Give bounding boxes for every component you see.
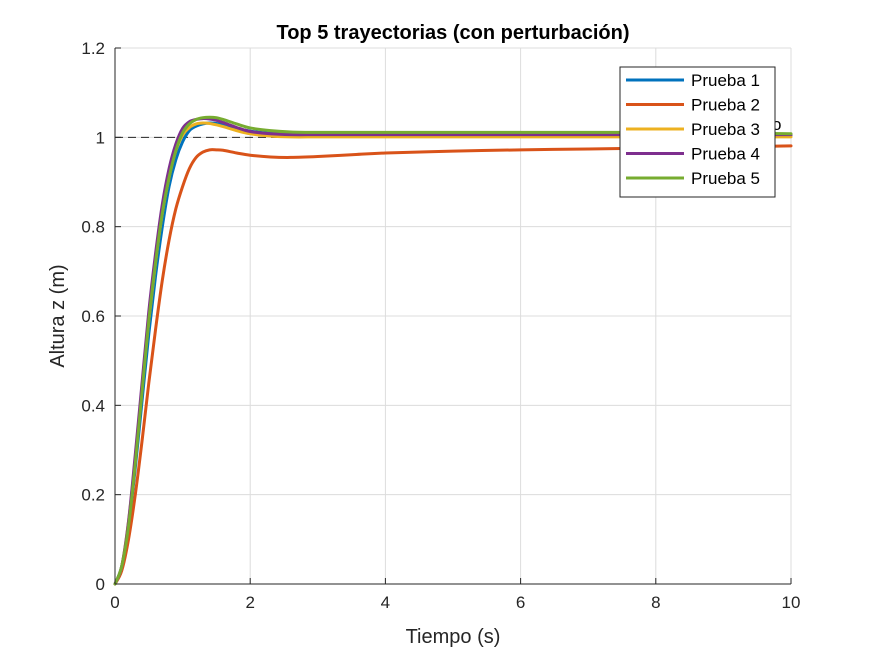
legend-label-prueba-4: Prueba 4 — [691, 145, 760, 164]
x-tick-label: 2 — [245, 593, 254, 612]
legend-label-prueba-2: Prueba 2 — [691, 96, 760, 115]
axes — [114, 47, 792, 585]
legend-label-prueba-3: Prueba 3 — [691, 120, 760, 139]
x-tick-labels: 0 2 4 6 8 10 — [110, 593, 800, 612]
x-tick-label: 4 — [381, 593, 390, 612]
x-tick-label: 10 — [782, 593, 801, 612]
series-line-prueba-2 — [113, 144, 793, 586]
y-tick-labels: 0 0.2 0.4 0.6 0.8 1 1.2 — [81, 39, 105, 594]
x-tick-label: 0 — [110, 593, 119, 612]
y-tick-label: 0 — [96, 575, 105, 594]
y-tick-label: 1.2 — [81, 39, 105, 58]
y-tick-label: 0.4 — [81, 396, 105, 415]
legend-overflow-text: o — [772, 115, 781, 134]
x-tick-label: 8 — [651, 593, 660, 612]
legend: Prueba 1 Prueba 2 Prueba 3 Prueba 4 Prueba 5 — [619, 66, 776, 198]
chart-title: Top 5 trayectorias (con perturbación) — [276, 22, 629, 44]
x-axis-label: Tiempo (s) — [406, 626, 501, 648]
legend-label-prueba-5: Prueba 5 — [691, 169, 760, 188]
y-tick-label: 0.6 — [81, 307, 105, 326]
y-tick-label: 0.2 — [81, 486, 105, 505]
legend-box — [619, 66, 776, 198]
series-line-prueba-5 — [113, 115, 793, 586]
x-tick-label: 6 — [516, 593, 525, 612]
y-tick-label: 1 — [96, 128, 105, 147]
legend-label-prueba-1: Prueba 1 — [691, 71, 760, 90]
series-group — [113, 115, 793, 586]
y-axis-label: Altura z (m) — [47, 264, 69, 367]
y-tick-label: 0.8 — [81, 218, 105, 237]
